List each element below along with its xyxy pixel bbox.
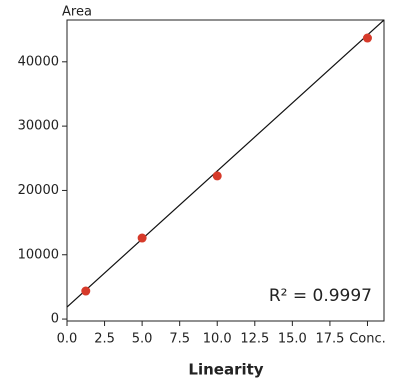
y-tick-label: 30000	[18, 119, 59, 134]
y-tick-label: 20000	[18, 183, 59, 198]
x-tick-label: 0.0	[57, 332, 78, 347]
x-tick-label: 17.5	[315, 332, 344, 347]
y-axis-label: Area	[62, 5, 92, 20]
data-point	[212, 171, 222, 181]
data-point	[81, 286, 91, 296]
x-tick-label: 7.5	[169, 332, 190, 347]
data-point	[362, 33, 372, 43]
y-tick-label: 0	[51, 312, 59, 327]
x-tick-label: 10.0	[203, 332, 232, 347]
y-tick-label: 40000	[18, 54, 59, 69]
x-tick-label: 2.5	[94, 332, 115, 347]
plot-frame	[66, 19, 385, 322]
fit-line	[66, 19, 385, 308]
annotation: R² = 0.9997	[269, 286, 372, 306]
data-point	[137, 233, 147, 243]
x-tick-label: 12.5	[240, 332, 269, 347]
chart-title: Linearity	[188, 361, 263, 379]
x-tick-label: 15.0	[278, 332, 307, 347]
x-tick-label: 5.0	[132, 332, 153, 347]
y-tick-label: 10000	[18, 247, 59, 262]
x-tick-label: Conc.	[349, 332, 386, 347]
